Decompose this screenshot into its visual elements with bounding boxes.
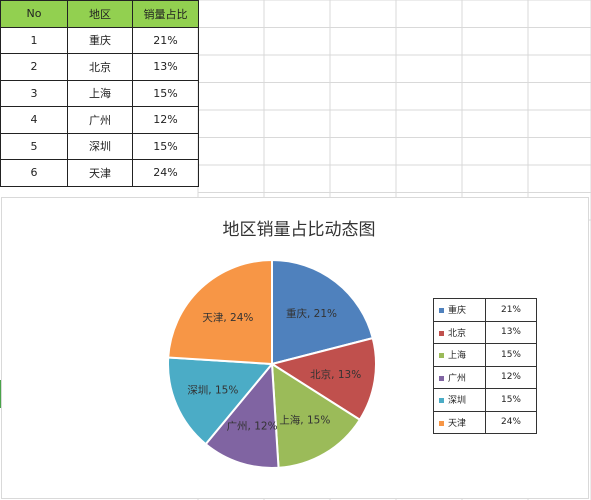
slice-data-label: 深圳, 15% bbox=[187, 385, 238, 397]
legend-label: 深圳 bbox=[448, 396, 467, 407]
cell-region[interactable]: 北京 bbox=[67, 53, 133, 81]
legend-label: 上海 bbox=[448, 351, 467, 362]
legend-value: 21% bbox=[485, 298, 537, 322]
slice-data-label: 重庆, 21% bbox=[286, 307, 337, 320]
chart-legend: 重庆 21% 北京 13% 上海 15% 广州 12% 深圳 15% 天津 24% bbox=[433, 298, 537, 434]
table-row: 1 重庆 21% bbox=[0, 26, 199, 54]
slice-data-label: 天津, 24% bbox=[202, 312, 253, 324]
legend-label: 北京 bbox=[448, 328, 467, 339]
pie-slice-3[interactable] bbox=[270, 362, 362, 469]
cell-share[interactable]: 15% bbox=[132, 132, 199, 160]
cell-region[interactable]: 上海 bbox=[67, 79, 133, 107]
cell-share[interactable]: 21% bbox=[132, 26, 199, 54]
cell-no[interactable]: 2 bbox=[0, 53, 68, 81]
table-header-row: No 地区 销量占比 bbox=[0, 0, 199, 28]
table-row: 5 深圳 15% bbox=[0, 132, 199, 160]
table-row: 2 北京 13% bbox=[0, 53, 199, 81]
legend-swatch bbox=[439, 420, 444, 426]
header-share[interactable]: 销量占比 bbox=[132, 0, 199, 28]
legend-row: 广州 12% bbox=[433, 365, 537, 389]
legend-swatch bbox=[439, 398, 444, 404]
legend-row: 重庆 21% bbox=[433, 298, 537, 322]
data-table: No 地区 销量占比 1 重庆 21% 2 北京 13% 3 上海 15% 4 … bbox=[0, 0, 199, 187]
legend-row: 北京 13% bbox=[433, 320, 537, 344]
table-row: 6 天津 24% bbox=[0, 159, 199, 187]
cell-no[interactable]: 6 bbox=[0, 159, 68, 187]
legend-row: 深圳 15% bbox=[433, 388, 537, 412]
legend-entry: 上海 bbox=[433, 343, 486, 367]
pie-slice-6[interactable] bbox=[167, 258, 273, 366]
cell-share[interactable]: 15% bbox=[132, 79, 199, 107]
cell-region[interactable]: 广州 bbox=[67, 106, 133, 134]
legend-swatch bbox=[439, 330, 444, 336]
pie-labels: 重庆, 21% 北京, 13% 上海, 15%广州, 12% 深圳, 15% 天津, 2… bbox=[187, 307, 361, 432]
slice-data-label: 广州, 12% bbox=[227, 420, 278, 432]
legend-label: 广州 bbox=[448, 373, 467, 384]
pie-slice-2[interactable] bbox=[269, 336, 377, 422]
legend-row: 天津 24% bbox=[433, 410, 537, 434]
legend-entry: 深圳 bbox=[433, 388, 486, 412]
slice-data-label: 上海, 15% bbox=[279, 414, 330, 427]
legend-value: 24% bbox=[485, 410, 537, 434]
legend-entry: 广州 bbox=[433, 365, 486, 389]
pie-chart[interactable]: 地区销量占比动态图 重庆, 21% 北京, 13% 上海, 15%广州, 12% 深圳… bbox=[2, 198, 588, 498]
cell-no[interactable]: 3 bbox=[0, 79, 68, 107]
table-row: 4 广州 12% bbox=[0, 106, 199, 134]
cell-region[interactable]: 重庆 bbox=[67, 26, 133, 54]
legend-entry: 天津 bbox=[433, 410, 486, 434]
cell-no[interactable]: 4 bbox=[0, 106, 68, 134]
legend-value: 12% bbox=[485, 365, 537, 389]
table-row: 3 上海 15% bbox=[0, 79, 199, 107]
pie-slice-5[interactable] bbox=[167, 356, 275, 446]
legend-value: 13% bbox=[485, 320, 537, 344]
cell-no[interactable]: 5 bbox=[0, 132, 68, 160]
cell-share[interactable]: 13% bbox=[132, 53, 199, 81]
slice-data-label: 北京, 13% bbox=[310, 368, 361, 381]
legend-value: 15% bbox=[485, 343, 537, 367]
legend-entry: 北京 bbox=[433, 320, 486, 344]
legend-value: 15% bbox=[485, 388, 537, 412]
pie-slice-1[interactable] bbox=[271, 258, 374, 366]
legend-swatch bbox=[439, 353, 444, 359]
header-no[interactable]: No bbox=[0, 0, 68, 28]
legend-swatch bbox=[439, 375, 444, 381]
legend-label: 天津 bbox=[448, 418, 467, 429]
header-region[interactable]: 地区 bbox=[67, 0, 133, 28]
chart-title: 地区销量占比动态图 bbox=[223, 220, 376, 240]
legend-entry: 重庆 bbox=[433, 298, 486, 322]
cell-no[interactable]: 1 bbox=[0, 26, 68, 54]
legend-row: 上海 15% bbox=[433, 343, 537, 367]
legend-swatch bbox=[439, 308, 444, 314]
chart-panel[interactable]: 地区销量占比动态图 重庆, 21% 北京, 13% 上海, 15% 广州, 12% 深圳… bbox=[1, 197, 589, 499]
pie-slices bbox=[167, 258, 377, 469]
cell-share[interactable]: 24% bbox=[132, 159, 199, 187]
legend-label: 重庆 bbox=[448, 306, 467, 317]
cell-share[interactable]: 12% bbox=[132, 106, 199, 134]
cell-region[interactable]: 天津 bbox=[67, 159, 133, 187]
cell-region[interactable]: 深圳 bbox=[67, 132, 133, 160]
pie-slice-4[interactable] bbox=[204, 361, 280, 469]
